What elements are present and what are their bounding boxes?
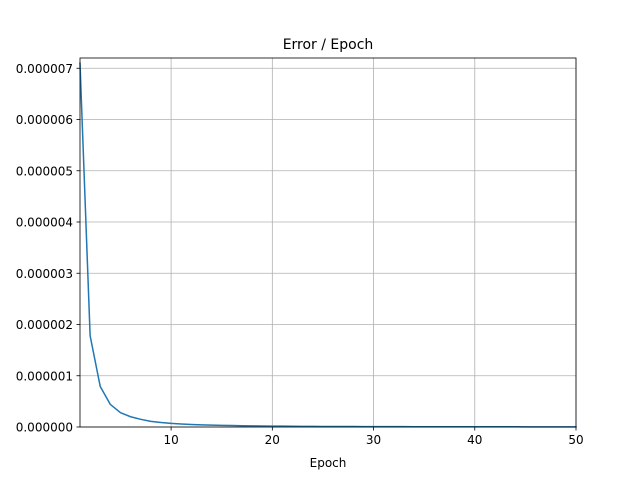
y-tick-label: 0.000002 — [16, 318, 73, 332]
x-axis-ticks: 10 20 30 40 50 — [163, 427, 584, 447]
y-tick-label: 0.000000 — [16, 421, 73, 435]
y-tick-label: 0.000005 — [16, 164, 73, 178]
x-tick-label: 30 — [366, 433, 381, 447]
x-axis-label: Epoch — [310, 456, 347, 470]
plot-frame — [79, 57, 577, 428]
x-tick-label: 40 — [467, 433, 482, 447]
x-tick-label: 10 — [163, 433, 178, 447]
y-tick-label: 0.000007 — [16, 62, 73, 76]
x-tick-label: 20 — [265, 433, 280, 447]
y-tick-label: 0.000004 — [16, 216, 73, 230]
y-axis-ticks: 0.000000 0.000001 0.000002 0.000003 0.000004… — [16, 62, 80, 435]
chart-title: Error / Epoch — [283, 37, 374, 53]
x-tick-label: 50 — [568, 433, 583, 447]
y-tick-label: 0.000001 — [16, 369, 73, 383]
y-tick-label: 0.000006 — [16, 113, 73, 127]
y-tick-label: 0.000003 — [16, 267, 73, 281]
